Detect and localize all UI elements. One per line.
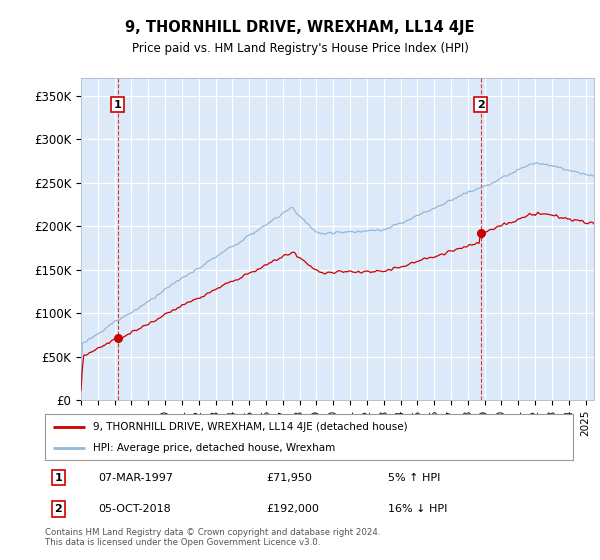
Text: £192,000: £192,000: [267, 504, 320, 514]
Text: 5% ↑ HPI: 5% ↑ HPI: [388, 473, 440, 483]
Text: 1: 1: [114, 100, 122, 110]
Text: £71,950: £71,950: [267, 473, 313, 483]
Text: 2: 2: [477, 100, 485, 110]
Text: 07-MAR-1997: 07-MAR-1997: [98, 473, 173, 483]
Text: Price paid vs. HM Land Registry's House Price Index (HPI): Price paid vs. HM Land Registry's House …: [131, 42, 469, 55]
Text: 05-OCT-2018: 05-OCT-2018: [98, 504, 170, 514]
Text: HPI: Average price, detached house, Wrexham: HPI: Average price, detached house, Wrex…: [92, 443, 335, 453]
Text: 2: 2: [55, 504, 62, 514]
Text: 1: 1: [55, 473, 62, 483]
Text: 16% ↓ HPI: 16% ↓ HPI: [388, 504, 448, 514]
Text: 9, THORNHILL DRIVE, WREXHAM, LL14 4JE: 9, THORNHILL DRIVE, WREXHAM, LL14 4JE: [125, 20, 475, 35]
Text: 9, THORNHILL DRIVE, WREXHAM, LL14 4JE (detached house): 9, THORNHILL DRIVE, WREXHAM, LL14 4JE (d…: [92, 422, 407, 432]
Text: Contains HM Land Registry data © Crown copyright and database right 2024.
This d: Contains HM Land Registry data © Crown c…: [45, 528, 380, 547]
